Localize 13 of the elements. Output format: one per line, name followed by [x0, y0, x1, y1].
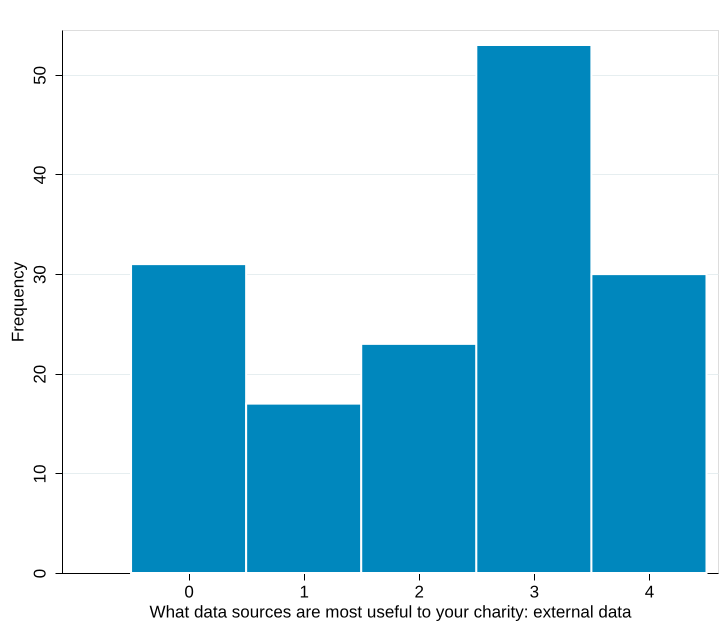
x-tick-label: 4 — [644, 582, 654, 602]
y-tick-label: 0 — [30, 568, 50, 578]
x-tick-label: 3 — [530, 582, 540, 602]
x-axis-title: What data sources are most useful to your charity: external data — [150, 602, 632, 622]
y-tick-label: 10 — [30, 464, 50, 484]
y-tick-label: 20 — [30, 364, 50, 384]
y-axis-title: Frequency — [8, 261, 28, 342]
x-tick-label: 0 — [184, 582, 194, 602]
x-tick-label: 2 — [414, 582, 424, 602]
x-tick-label: 1 — [299, 582, 309, 602]
y-tick-label: 40 — [30, 166, 50, 184]
y-tick-label: 30 — [30, 265, 50, 284]
y-tick-label: 50 — [30, 66, 50, 85]
